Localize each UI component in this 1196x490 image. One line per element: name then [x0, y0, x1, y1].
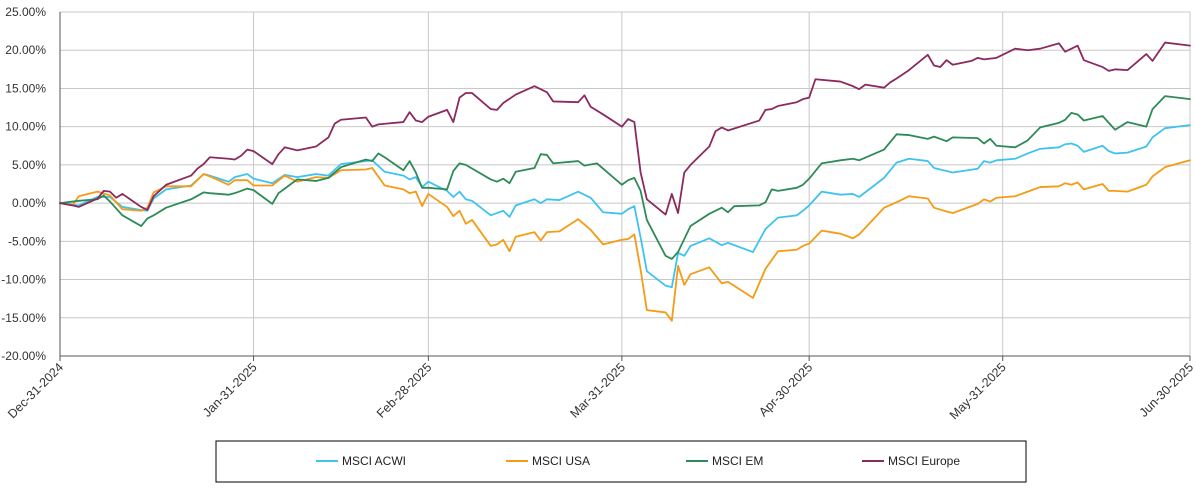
series-line-msci-acwi [59, 124, 1191, 289]
y-tick-labels: 25.00% 20.00% 15.00% 10.00% 5.00% 0.00% -5.00%… [1, 5, 46, 363]
axes [59, 12, 1191, 361]
series-lines [59, 41, 1191, 322]
y-tick-label: 20.00% [5, 43, 46, 57]
y-tick-label: -5.00% [8, 234, 46, 248]
x-tick-label: Jun-30-2025 [1137, 360, 1196, 420]
x-tick-label: Jan-31-2025 [200, 360, 260, 420]
y-tick-label: -20.00% [1, 349, 46, 363]
x-tick-labels: Dec-31-2024 Jan-31-2025 Feb-28-2025 Mar-31-… [5, 360, 1196, 422]
x-tick-label: Feb-28-2025 [374, 360, 435, 421]
x-tick-label: Dec-31-2024 [5, 360, 66, 421]
legend-label-msci-acwi: MSCI ACWI [342, 454, 406, 468]
series-line-msci-europe [59, 41, 1191, 216]
legend-box [215, 440, 1027, 483]
x-tick-label: Mar-31-2025 [567, 360, 628, 421]
series-line-msci-em [59, 95, 1191, 260]
y-tick-label: 10.00% [5, 120, 46, 134]
y-tick-label: 25.00% [5, 5, 46, 19]
y-tick-label: 0.00% [12, 196, 46, 210]
legend-label-msci-usa: MSCI USA [532, 454, 590, 468]
y-tick-label: 15.00% [5, 81, 46, 95]
x-tick-label: May-31-2025 [947, 360, 1009, 422]
legend: MSCI ACWI MSCI USA MSCI EM MSCI Europe [215, 440, 1027, 483]
legend-label-msci-em: MSCI EM [712, 454, 763, 468]
y-tick-label: -15.00% [1, 311, 46, 325]
y-tick-label: 5.00% [12, 158, 46, 172]
y-tick-label: -10.00% [1, 273, 46, 287]
series-line-msci-usa [59, 159, 1191, 322]
legend-label-msci-europe: MSCI Europe [888, 454, 960, 468]
x-tick-label: Apr-30-2025 [756, 360, 815, 419]
